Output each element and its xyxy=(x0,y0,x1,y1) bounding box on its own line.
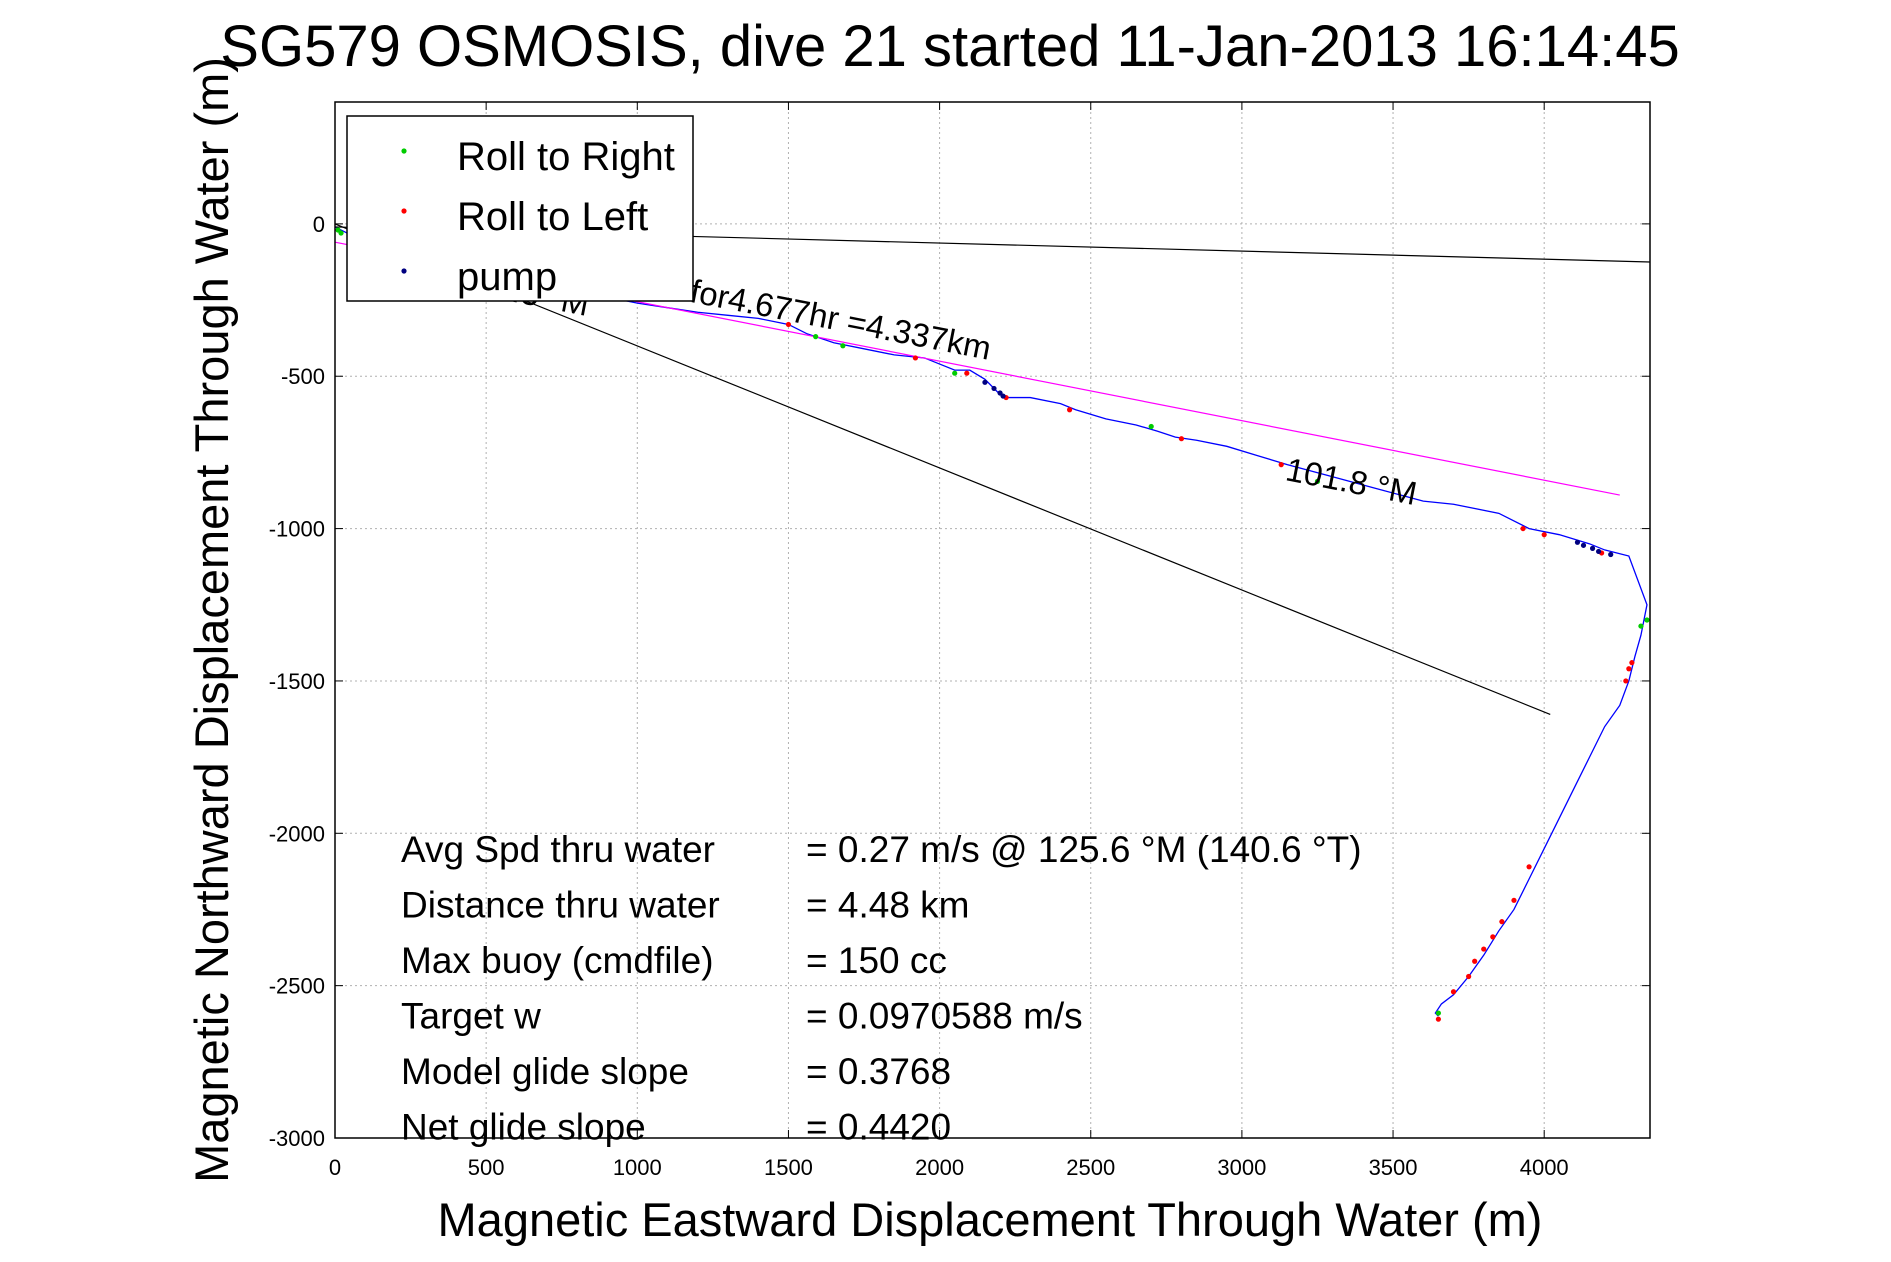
x-tick-label: 1000 xyxy=(613,1155,662,1180)
chart-title: SG579 OSMOSIS, dive 21 started 11-Jan-20… xyxy=(220,14,1679,79)
roll-left-marker xyxy=(1278,462,1284,468)
legend-entry-label: pump xyxy=(457,255,557,299)
annotation-label: Max buoy (cmdfile) xyxy=(401,940,714,981)
roll-left-marker xyxy=(1499,919,1505,925)
roll-right-marker xyxy=(1148,423,1154,430)
roll-left-marker xyxy=(1450,989,1457,995)
roll-left-marker xyxy=(785,321,792,328)
roll-left-marker xyxy=(1623,678,1629,684)
y-tick-label: -3000 xyxy=(269,1126,325,1151)
annotation-label: Model glide slope xyxy=(401,1051,689,1092)
roll-left-marker xyxy=(1178,436,1185,442)
annotation-label: Distance thru water xyxy=(401,885,720,926)
pump-marker xyxy=(1589,545,1596,551)
roll-left-marker xyxy=(1490,934,1496,940)
legend-entry-label: Roll to Left xyxy=(457,195,648,239)
y-tick-label: -500 xyxy=(281,364,325,389)
roll-right-marker xyxy=(1314,478,1321,484)
legend-swatch xyxy=(401,148,407,154)
roll-left-marker xyxy=(1511,897,1517,903)
annotation-value: = 150 cc xyxy=(806,940,947,981)
roll-left-marker xyxy=(1626,666,1632,672)
roll-right-marker xyxy=(1638,623,1644,629)
roll-left-marker xyxy=(1481,946,1487,952)
roll-left-marker xyxy=(1526,864,1532,870)
stats-annotations: Avg Spd thru water = 0.27 m/s @ 125.6 °M … xyxy=(401,829,1362,1148)
roll-left-marker xyxy=(1466,973,1472,980)
tick-labels: 0 500 1000 1500 2000 2500 3000 3500 4000 0 -500 -10… xyxy=(269,102,1650,1180)
y-axis-label: Magnetic Northward Displacement Through … xyxy=(185,57,238,1183)
roll-right-marker xyxy=(1435,1010,1441,1016)
roll-left-marker xyxy=(912,355,919,361)
annotation-label: Net glide slope xyxy=(401,1107,646,1148)
annotation-value: = 0.27 m/s @ 125.6 °M (140.6 °T) xyxy=(806,829,1362,870)
pump-marker xyxy=(1000,393,1006,399)
roll-left-marker xyxy=(1472,958,1478,964)
y-tick-label: -1500 xyxy=(269,669,325,694)
roll-right-marker xyxy=(813,334,819,340)
x-axis-label: Magnetic Eastward Displacement Through W… xyxy=(438,1193,1543,1246)
annotation-value: = 0.4420 xyxy=(806,1107,951,1148)
x-tick-label: 3500 xyxy=(1369,1155,1418,1180)
pump-marker xyxy=(1574,539,1581,545)
y-tick-label: -2500 xyxy=(269,974,325,999)
marker-layer xyxy=(335,227,1650,1022)
roll-right-marker xyxy=(1644,617,1650,623)
roll-right-marker xyxy=(952,370,958,376)
x-tick-label: 2000 xyxy=(915,1155,964,1180)
annotation-value: = 0.3768 xyxy=(806,1051,951,1092)
pump-marker xyxy=(1608,551,1614,558)
pump-marker xyxy=(1596,548,1602,555)
roll-right-marker xyxy=(338,230,344,236)
x-tick-label: 3000 xyxy=(1217,1155,1266,1180)
legend-swatch xyxy=(401,208,407,214)
y-tick-label: 0 xyxy=(313,212,325,237)
roll-left-marker xyxy=(1435,1016,1441,1022)
x-tick-label: 0 xyxy=(329,1155,341,1180)
x-tick-label: 2500 xyxy=(1066,1155,1115,1180)
pump-marker xyxy=(991,385,997,392)
roll-left-marker xyxy=(964,370,970,376)
legend-entry-label: Roll to Right xyxy=(457,135,675,179)
x-tick-label: 1500 xyxy=(764,1155,813,1180)
pump-marker xyxy=(982,379,988,385)
glider-track-line xyxy=(334,226,1648,1017)
roll-left-marker xyxy=(1066,407,1073,413)
reference-line xyxy=(334,223,1551,716)
y-tick-label: -2000 xyxy=(269,821,325,846)
annotation-label: Avg Spd thru water xyxy=(401,829,715,870)
annotation-value: = 0.0970588 m/s xyxy=(806,996,1083,1037)
roll-left-marker xyxy=(1541,532,1547,538)
annotation-label: Target w xyxy=(401,996,541,1037)
legend: Roll to Right Roll to Left pump xyxy=(346,115,694,302)
y-tick-label: -1000 xyxy=(269,517,325,542)
pump-marker xyxy=(1580,542,1587,548)
roll-left-marker xyxy=(1629,660,1635,666)
roll-left-marker xyxy=(1520,525,1526,532)
x-tick-label: 500 xyxy=(468,1155,505,1180)
roll-right-marker xyxy=(840,343,846,349)
legend-swatch xyxy=(401,268,407,274)
x-tick-label: 4000 xyxy=(1520,1155,1569,1180)
plot-frame xyxy=(334,101,1651,1139)
annotation-value: = 4.48 km xyxy=(806,885,970,926)
